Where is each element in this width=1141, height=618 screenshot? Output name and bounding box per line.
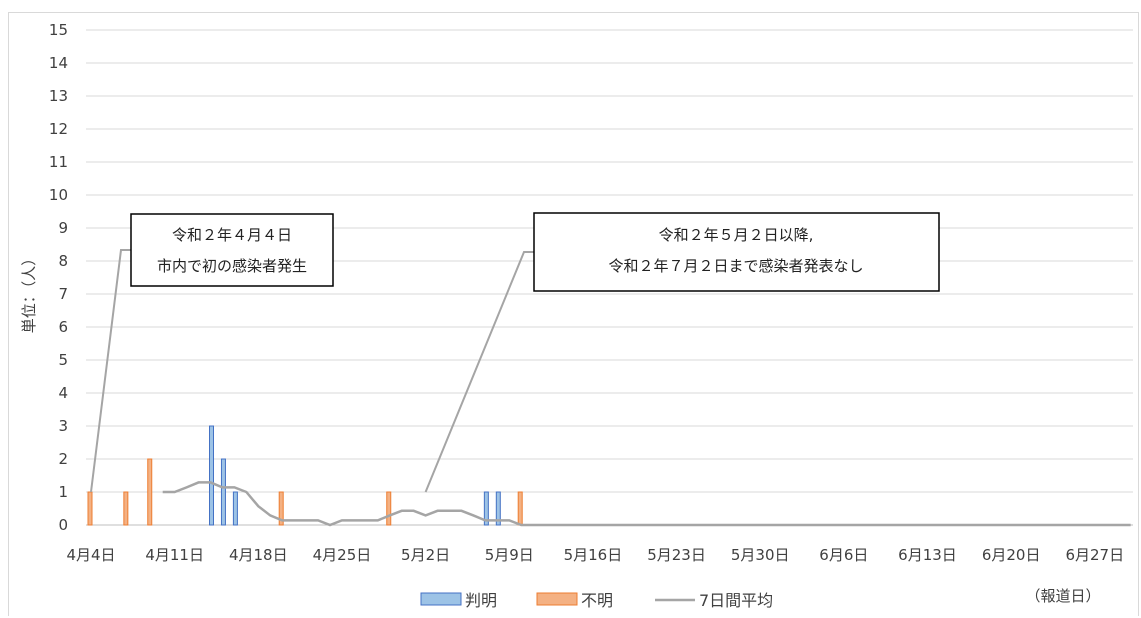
y-tick-label: 10	[49, 186, 68, 204]
y-tick-label: 14	[49, 54, 68, 72]
y-tick-label: 1	[58, 483, 68, 501]
bar-unknown	[386, 491, 392, 526]
x-tick-label: 6月20日	[982, 546, 1041, 564]
bar-known	[220, 458, 226, 526]
x-tick-label: 6月6日	[819, 546, 868, 564]
x-tick-label: 5月16日	[564, 546, 623, 564]
legend-label-average: 7日間平均	[699, 591, 773, 610]
legend: 判明 不明 7日間平均	[420, 591, 773, 610]
y-tick-label: 9	[58, 219, 68, 237]
y-tick-label: 13	[49, 87, 68, 105]
y-tick-label: 5	[58, 351, 68, 369]
bar-known	[483, 491, 489, 526]
bar-known	[209, 425, 214, 526]
y-tick-label: 11	[49, 153, 68, 171]
x-tick-label: 5月2日	[401, 546, 450, 564]
annotation-1-line-2: 市内で初の感染者発生	[157, 257, 307, 275]
x-tick-label: 4月11日	[145, 546, 204, 564]
y-tick-label: 4	[58, 384, 68, 402]
bar-unknown	[87, 491, 93, 526]
x-tick-label: 4月25日	[313, 546, 372, 564]
annotations: 令和２年４月４日 市内で初の感染者発生 令和２年５月２日以降, 令和２年７月２日…	[90, 212, 940, 493]
y-tick-label: 8	[58, 252, 68, 270]
y-tick-label: 3	[58, 417, 68, 435]
annotation-leader-2	[424, 251, 534, 493]
x-tick-label: 6月27日	[1065, 546, 1124, 564]
legend-swatch-known	[420, 592, 462, 606]
x-tick-label: 5月30日	[731, 546, 790, 564]
x-tick-label: 6月13日	[898, 546, 957, 564]
legend-label-known: 判明	[465, 591, 497, 610]
legend-swatch-unknown	[536, 592, 578, 606]
x-tick-label: 4月18日	[229, 546, 288, 564]
bar-unknown	[123, 491, 129, 526]
y-tick-label: 7	[58, 285, 68, 303]
legend-label-unknown: 不明	[581, 591, 613, 610]
chart-frame	[8, 12, 1139, 616]
annotation-1-line-1: 令和２年４月４日	[172, 226, 292, 244]
x-tick-label: 5月23日	[647, 546, 706, 564]
y-tick-label: 0	[58, 516, 68, 534]
y-axis-label: 単位：（人）	[20, 251, 38, 334]
bars	[87, 425, 523, 526]
bar-unknown	[278, 491, 284, 526]
annotation-box-1	[130, 213, 334, 287]
average-line-path	[162, 481, 1131, 527]
y-tick-label: 6	[58, 318, 68, 336]
x-tick-label: 4月4日	[66, 546, 115, 564]
annotation-box-2	[533, 212, 940, 292]
x-axis-label: （報道日）	[1025, 587, 1100, 605]
annotation-2-line-2: 令和２年７月２日まで感染者発表なし	[608, 257, 863, 275]
bar-known	[232, 491, 238, 526]
bar-known	[495, 491, 501, 526]
y-tick-label: 12	[49, 120, 68, 138]
x-tick-label: 5月9日	[485, 546, 534, 564]
annotation-leader-1	[90, 249, 131, 493]
x-tick-labels: 4月4日 4月11日 4月18日 4月25日 5月2日 5月9日 5月16日 5月23日 5月3…	[66, 546, 1124, 564]
annotation-2-line-1: 令和２年５月２日以降,	[659, 226, 814, 244]
bar-unknown	[147, 458, 153, 526]
y-tick-label: 2	[58, 450, 68, 468]
y-tick-label: 15	[49, 21, 68, 39]
average-line	[162, 481, 1131, 527]
bar-unknown	[517, 491, 523, 526]
